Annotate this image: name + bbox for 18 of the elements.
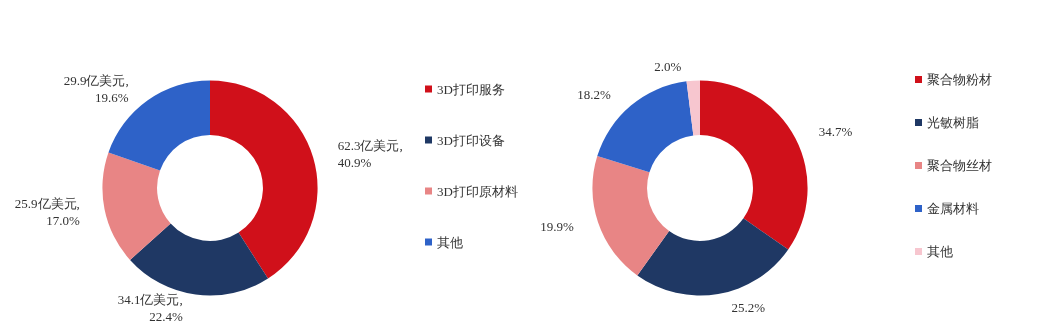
data-label: 19.9% xyxy=(540,219,574,235)
data-label: 34.7% xyxy=(818,124,853,140)
legend-label: 金属材料 xyxy=(927,201,979,216)
data-label: 25.2% xyxy=(731,300,766,316)
data-label: 34.1亿美元, 22.4% xyxy=(117,292,183,325)
legend-label: 光敏树脂 xyxy=(927,115,979,130)
legend-label: 3D打印服务 xyxy=(437,81,505,97)
data-label: 2.0% xyxy=(654,59,682,75)
legend-label: 其他 xyxy=(927,244,953,259)
legend-label: 其他 xyxy=(437,234,463,250)
data-label: 18.2% xyxy=(577,87,612,103)
data-label: 62.3亿美元, 40.9% xyxy=(337,137,403,170)
data-label: 29.9亿美元, 19.6% xyxy=(63,72,129,105)
legend-label: 聚合物粉材 xyxy=(927,72,992,87)
legend-label: 聚合物丝材 xyxy=(927,158,992,173)
legend-label: 3D打印原材料 xyxy=(437,183,518,199)
legend-label: 3D打印设备 xyxy=(437,132,505,148)
data-label: 25.9亿美元, 17.0% xyxy=(14,195,80,228)
